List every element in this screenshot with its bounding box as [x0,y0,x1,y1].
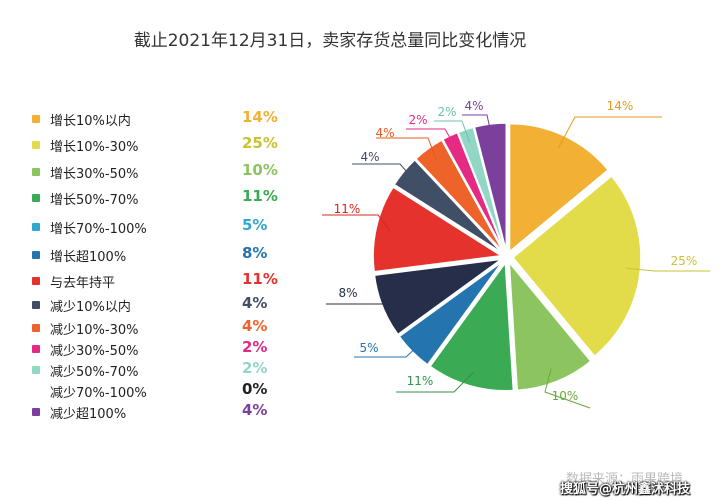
legend-label: 增长超100% [50,250,127,265]
pie-slice [441,131,506,252]
slice-label: 4% [464,99,483,113]
legend-item: 与去年持平 11% [30,270,300,291]
legend-item: 增长10%以内 14% [30,108,300,129]
slice-label: 5% [359,341,378,355]
legend-label: 减少10%以内 [50,300,131,315]
slice-label: 8% [338,286,357,300]
pie-slice [393,158,503,254]
legend-swatch [32,277,40,285]
pie-slice [508,260,592,392]
legend-item: 增长10%-30% 25% [30,134,300,155]
pie-slice [429,260,515,392]
leader-line [396,371,474,393]
legend-swatch [32,324,40,332]
leader-line [376,137,437,161]
legend-swatch [32,168,40,176]
watermark: 搜狐号@杭州鑫沭科技 [560,482,691,497]
legend-item: 增长50%-70% 11% [30,187,300,208]
legend-item: 增长超100% 8% [30,244,300,265]
legend-percentage: 4% [242,401,268,419]
legend-label: 增长10%以内 [50,114,131,129]
leader-line [557,116,662,149]
leader-line [434,120,471,144]
legend-label: 减少10%-30% [50,323,139,338]
legend-percentage: 11% [242,270,278,288]
legend-swatch [32,251,40,259]
legend-swatch [32,408,40,416]
leader-line [462,114,493,139]
legend-percentage: 4% [242,317,268,335]
legend-percentage: 2% [242,359,268,377]
legend-item: 增长30%-50% 10% [30,161,300,182]
legend-percentage: 25% [242,134,278,152]
legend-swatch [32,366,40,374]
pie-slice [508,122,610,254]
leader-line [354,341,423,358]
legend-item: 减少50%-70% 2% [30,359,300,380]
legend-item: 增长70%-100% 5% [30,216,300,237]
slice-label: 2% [437,105,456,119]
legend-percentage: 11% [242,187,278,205]
slice-label: 25% [671,254,698,268]
pie-slice [373,258,502,336]
legend-swatch [32,194,40,202]
legend-label: 减少70%-100% [50,386,147,401]
leader-line [326,300,396,305]
legend-item: 减少超100% 4% [30,401,300,422]
legend-percentage: 14% [242,108,278,126]
leader-line [626,267,710,272]
data-source-note: 数据来源：雨果跨境 [566,472,684,487]
legend-label: 增长70%-100% [50,222,147,237]
slice-label: 2% [408,113,427,127]
leader-line [322,214,391,232]
legend-label: 增长30%-50% [50,167,139,182]
legend-label: 增长10%-30% [50,140,139,155]
legend-percentage: 8% [242,244,268,262]
legend-item: 减少10%以内 4% [30,294,300,315]
slice-label: 4% [360,150,379,164]
legend-label: 减少超100% [50,407,127,422]
legend-percentage: 10% [242,161,278,179]
legend-item: 减少30%-50% 2% [30,338,300,359]
legend-swatch [32,223,40,231]
legend-label: 增长50%-70% [50,193,139,208]
legend-label: 减少50%-70% [50,365,139,380]
legend-percentage: 4% [242,294,268,312]
pie-slice [473,122,507,252]
slice-label: 10% [552,389,579,403]
legend-percentage: 2% [242,338,268,356]
legend-percentage: 5% [242,216,268,234]
slice-label: 11% [334,202,361,216]
slice-label: 14% [607,99,634,113]
leader-line [544,368,591,409]
legend-item: 减少70%-100% 0% [30,380,300,401]
pie-slice [372,186,504,273]
slice-label: 11% [407,374,434,388]
legend-label: 与去年持平 [50,276,116,291]
legend-item: 减少10%-30% 4% [30,317,300,338]
pie-slice [414,138,505,253]
slice-label: 4% [375,126,394,140]
chart-title: 截止2021年12月31日，卖家存货总量同比变化情况 [133,31,527,51]
legend-swatch [32,301,40,309]
legend-swatch [32,345,40,353]
legend-label: 减少30%-50% [50,344,139,359]
legend-percentage: 0% [242,380,268,398]
leader-line [352,163,415,181]
legend-swatch [32,141,40,149]
leader-line [406,128,457,149]
legend-swatch [32,115,40,123]
